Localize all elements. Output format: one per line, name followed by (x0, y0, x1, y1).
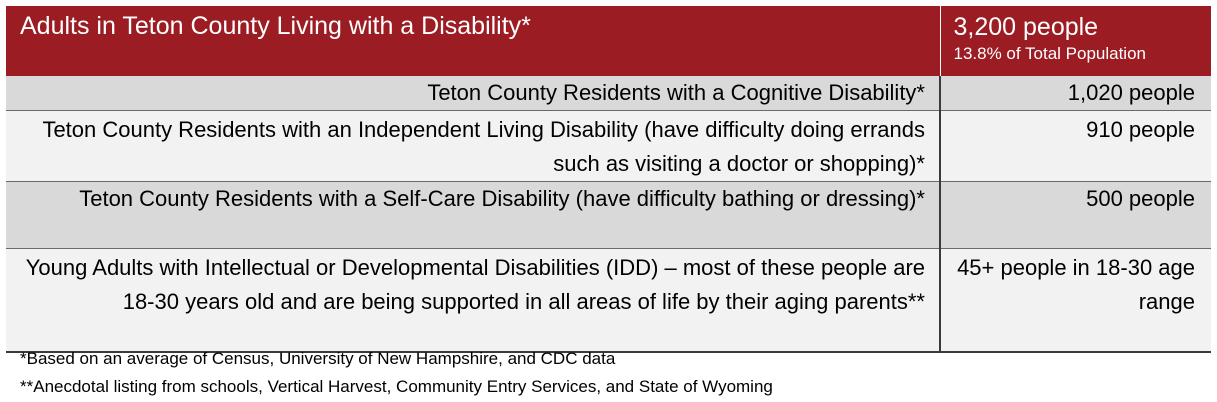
footnote: *Based on an average of Census, Universi… (20, 349, 616, 368)
table-row: Young Adults with Intellectual or Develo… (6, 248, 1211, 353)
footnotes: *Based on an average of Census, Universi… (20, 345, 773, 401)
disability-table: Adults in Teton County Living with a Dis… (6, 6, 1211, 353)
total-percentage: 13.8% of Total Population (953, 44, 1147, 63)
footnote: **Anecdotal listing from schools, Vertic… (20, 377, 773, 396)
row-label: Teton County Residents with an Independe… (6, 110, 941, 182)
row-value: 1,020 people (940, 76, 1211, 111)
row-value: 910 people (940, 110, 1211, 182)
row-value: 500 people (940, 181, 1211, 249)
header-value-cell: 3,200 people 13.8% of Total Population (939, 6, 1211, 76)
table-row: Teton County Residents with a Self-Care … (6, 181, 1211, 249)
table-row: Teton County Residents with an Independe… (6, 110, 1211, 182)
row-label: Teton County Residents with a Self-Care … (6, 181, 941, 249)
table-title: Adults in Teton County Living with a Dis… (6, 6, 940, 76)
total-value: 3,200 people (953, 13, 1099, 41)
row-label: Young Adults with Intellectual or Develo… (6, 248, 941, 353)
table-row: Teton County Residents with a Cognitive … (6, 76, 1211, 111)
row-label: Teton County Residents with a Cognitive … (6, 76, 941, 111)
header-row: Adults in Teton County Living with a Dis… (6, 6, 1211, 76)
row-value: 45+ people in 18-30 age range (940, 248, 1211, 353)
